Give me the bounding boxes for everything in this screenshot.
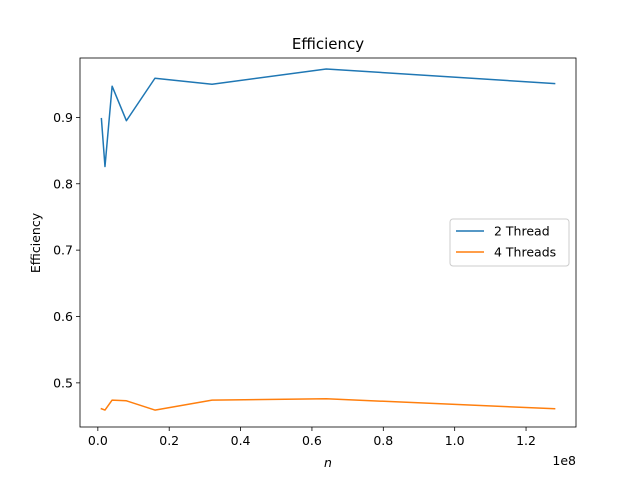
- y-tick-label: 0.9: [53, 110, 73, 125]
- series-line-2: [100, 398, 556, 411]
- x-tick-label: 0.0: [88, 433, 108, 448]
- legend: 2 Thread 4 Threads: [449, 218, 570, 267]
- y-tick-label: 0.7: [53, 243, 73, 258]
- y-tick-label: 0.5: [53, 375, 73, 390]
- x-tick-label: 0.6: [302, 433, 322, 448]
- x-tick-label: 1.0: [445, 433, 465, 448]
- plot-frame: [79, 57, 577, 428]
- x-tick-label: 1.2: [516, 433, 536, 448]
- y-tick-label: 0.8: [53, 176, 73, 191]
- legend-label-1: 2 Thread: [494, 224, 550, 239]
- chart-title: Efficiency: [292, 35, 364, 53]
- y-axis-ticks: 0.5 0.6 0.7 0.8 0.9: [53, 110, 80, 390]
- y-axis-label: Efficiency: [28, 212, 43, 273]
- x-tick-label: 0.4: [231, 433, 251, 448]
- series-layer: [100, 68, 556, 411]
- x-axis-ticks: 0.0 0.2 0.4 0.6 0.8 1.0 1.2: [88, 427, 536, 448]
- legend-label-2: 4 Threads: [494, 245, 556, 260]
- x-axis-offset-label: 1e8: [552, 453, 576, 468]
- y-tick-label: 0.6: [53, 309, 73, 324]
- x-tick-label: 0.2: [159, 433, 179, 448]
- x-axis-label: n: [324, 455, 332, 470]
- x-tick-label: 0.8: [373, 433, 393, 448]
- series-line-1: [100, 68, 556, 168]
